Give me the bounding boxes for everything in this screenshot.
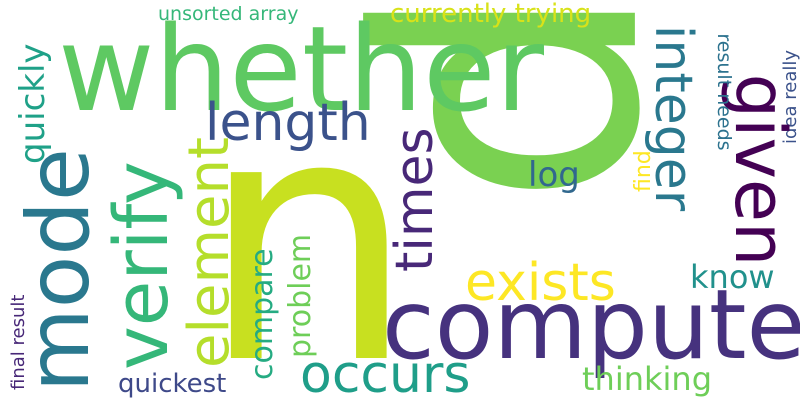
word-find: find <box>631 150 656 192</box>
word-occurs: occurs <box>300 345 470 400</box>
word-quickly: quickly <box>13 43 53 164</box>
word-problem: problem <box>283 234 318 358</box>
word-times: times <box>385 127 445 272</box>
word-whether: whether <box>58 0 545 138</box>
word-currently-trying: currently trying <box>390 0 591 29</box>
word-exists: exists <box>465 253 616 313</box>
word-log: log <box>528 155 580 195</box>
word-given: given <box>719 74 800 267</box>
word-compare: compare <box>245 248 280 380</box>
word-integer: integer <box>643 25 703 212</box>
word-know: know <box>690 258 775 296</box>
word-verify: verify <box>99 161 185 370</box>
word-length: length <box>205 93 371 153</box>
word-compute: compute <box>382 269 800 381</box>
word-mode: mode <box>9 148 109 392</box>
word-result-needs: result needs <box>713 33 735 150</box>
word-p: p <box>353 0 772 209</box>
word-quickest: quickest <box>118 369 226 399</box>
word-thinking: thinking <box>582 360 712 398</box>
word-idea-really: idea really <box>780 50 800 144</box>
word-unsorted-array: unsorted array <box>158 3 298 25</box>
word-final-result: final result <box>8 295 29 390</box>
word-n: n <box>200 43 416 400</box>
word-element: element <box>177 137 242 368</box>
